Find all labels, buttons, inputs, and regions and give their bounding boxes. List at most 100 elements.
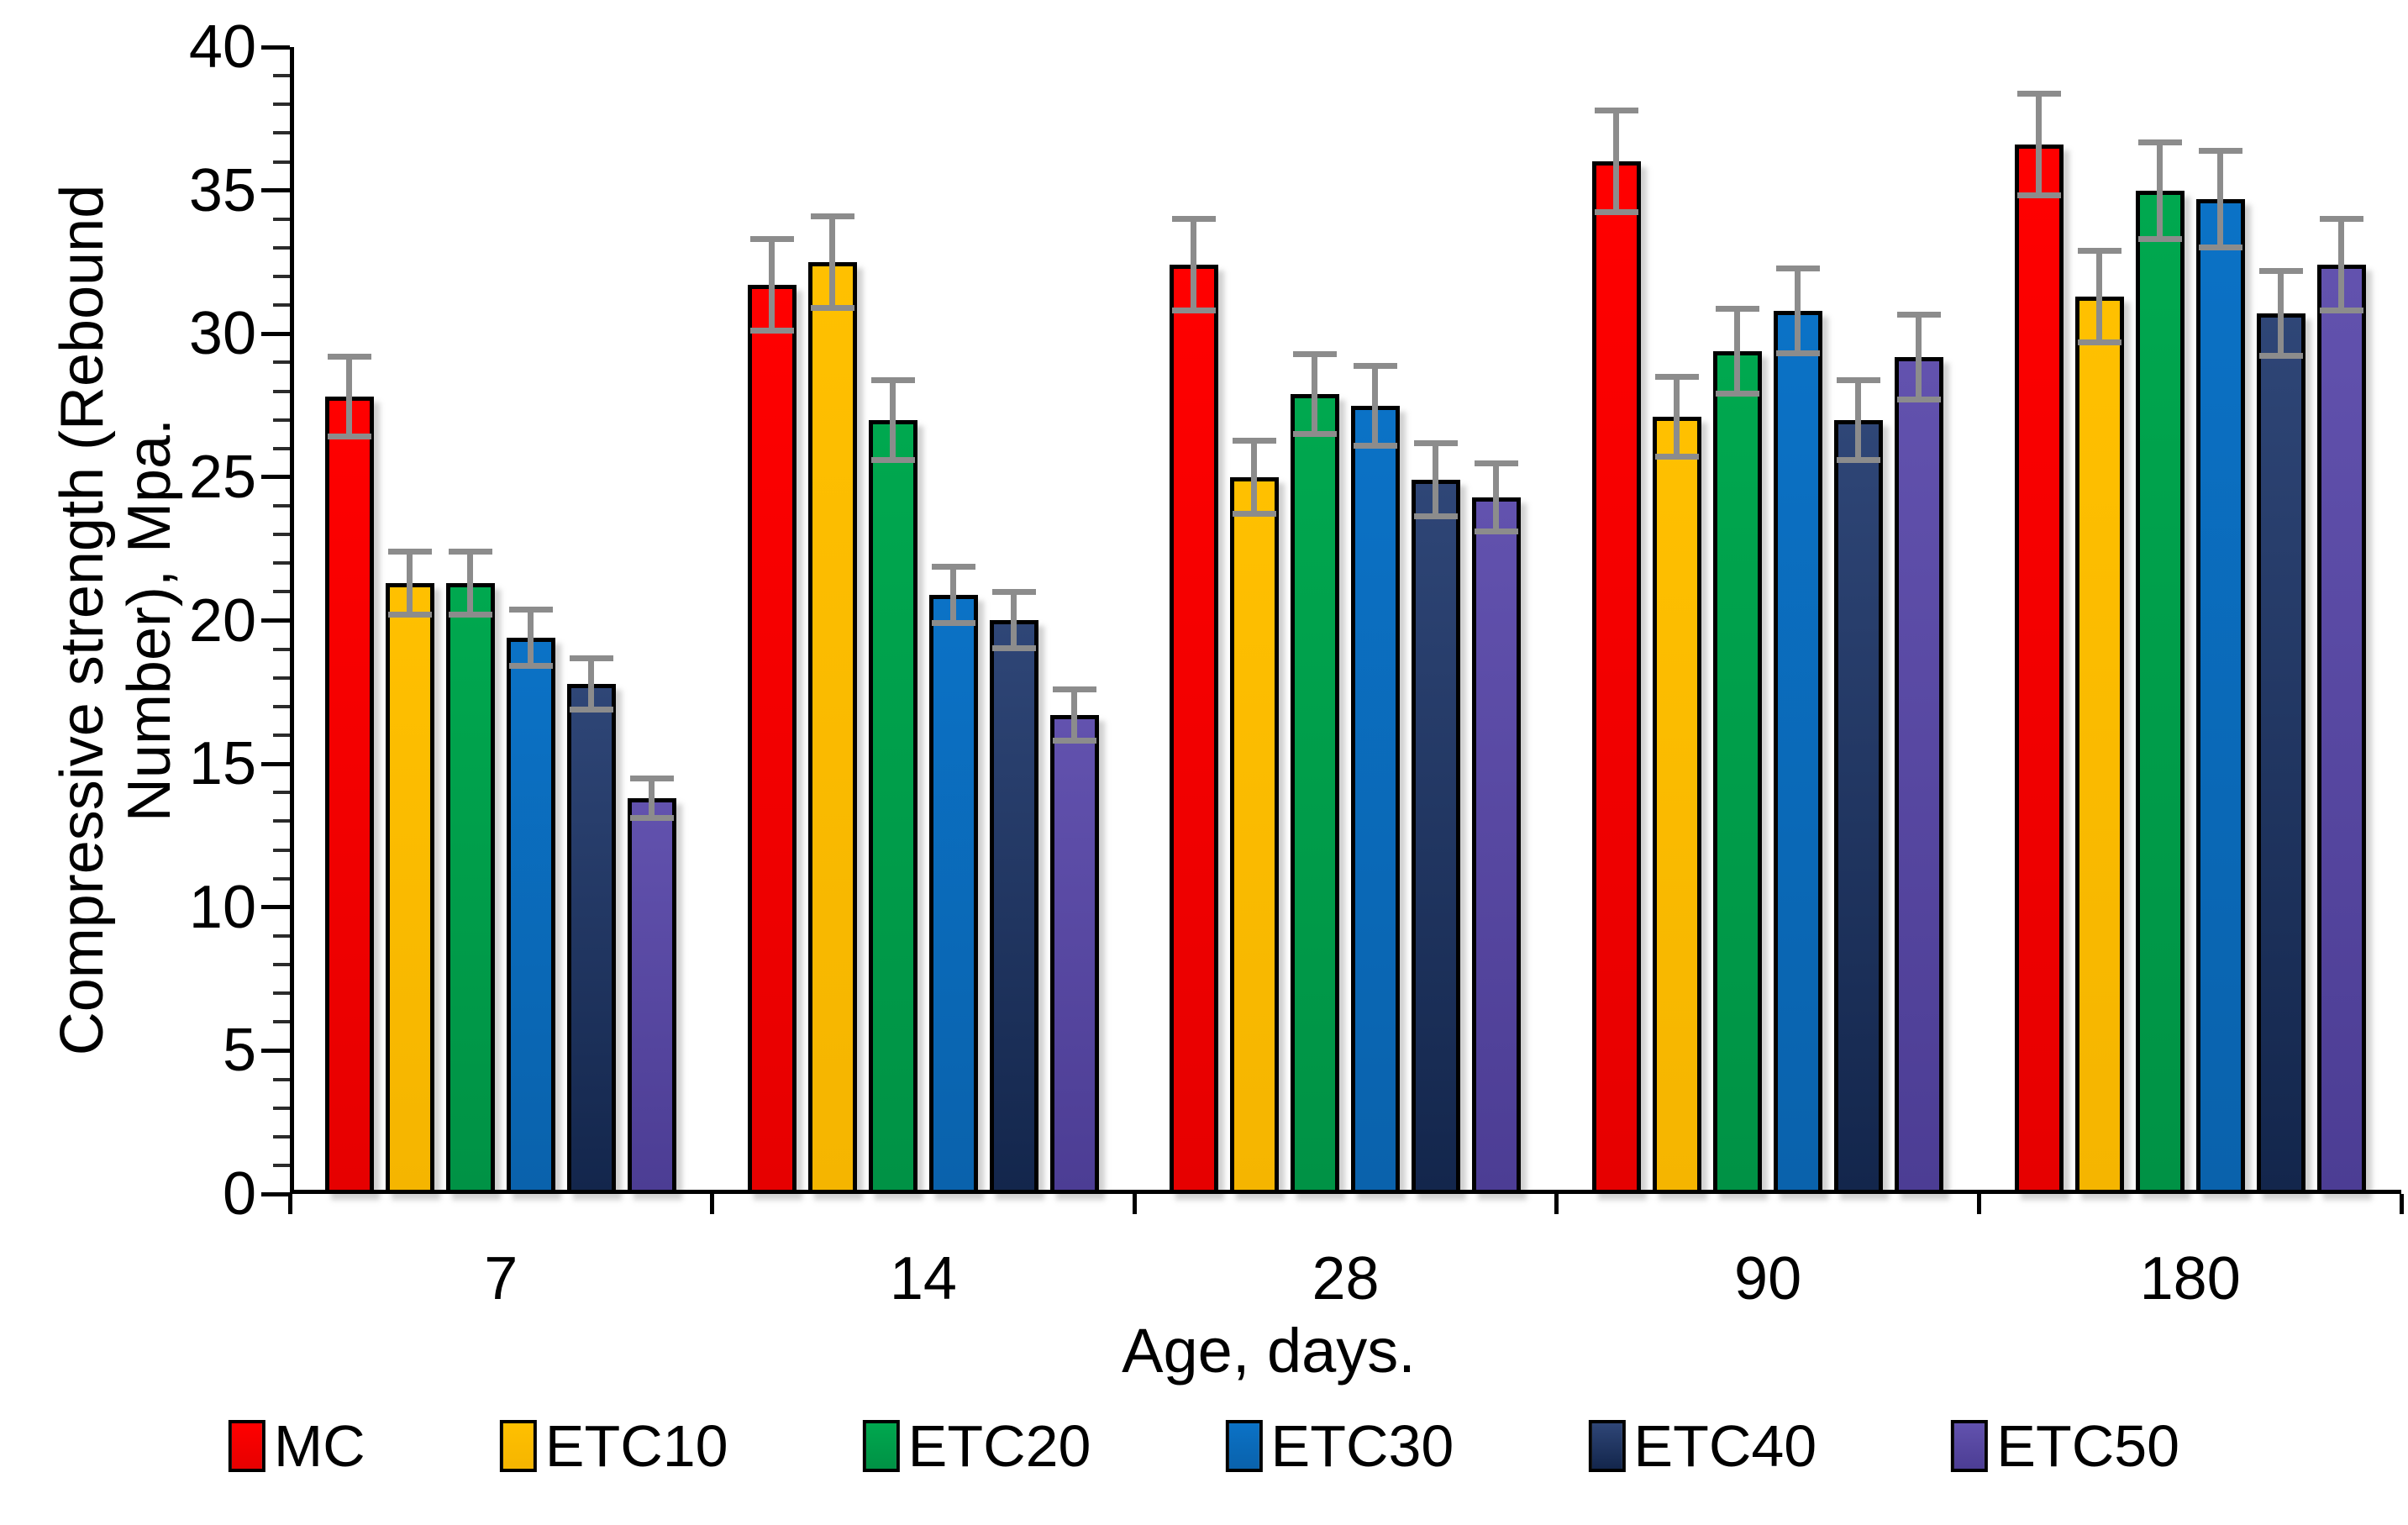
- error-bar-bottom-cap: [1716, 391, 1760, 397]
- bar-wrapper: [928, 564, 978, 1194]
- bar-wrapper: [1170, 216, 1219, 1194]
- y-major-tick: [261, 905, 290, 910]
- y-minor-tick: [273, 160, 290, 164]
- x-category-label: 90: [1734, 1245, 1802, 1312]
- error-bar-line: [1070, 689, 1077, 741]
- error-bar-bottom-cap: [509, 663, 554, 669]
- bar-etc20: [868, 420, 917, 1194]
- bar-etc20: [2135, 191, 2185, 1194]
- bar-etc10: [2074, 297, 2124, 1194]
- plot-area: 0 5 10 15 20 25 30 35 40: [189, 13, 2404, 1228]
- bar-wrapper: [1895, 312, 1944, 1194]
- bar-mc: [1170, 265, 1219, 1194]
- error-bar-line: [828, 216, 835, 308]
- legend-label: ETC20: [907, 1413, 1091, 1479]
- legend-swatch: [1588, 1420, 1626, 1472]
- bar-wrapper: [507, 607, 556, 1194]
- category-group: [1557, 47, 1980, 1194]
- bar-etc50: [1049, 715, 1099, 1194]
- category-group: [290, 47, 712, 1194]
- bar-wrapper: [2014, 91, 2064, 1194]
- error-bar-line: [1734, 308, 1741, 394]
- error-bar-bottom-cap: [2258, 353, 2303, 359]
- error-bar-top-cap: [810, 213, 854, 219]
- y-minor-tick: [273, 1163, 290, 1167]
- bar-wrapper: [747, 236, 797, 1194]
- error-bar-bottom-cap: [1897, 397, 1942, 402]
- bar-wrapper: [2074, 248, 2124, 1194]
- bar-etc40: [1834, 420, 1884, 1194]
- x-axis-labels: 7 14 28 90 180: [290, 1241, 2401, 1317]
- legend-label: ETC10: [544, 1413, 728, 1479]
- y-major-tick: [261, 618, 290, 623]
- error-bar-top-cap: [1716, 306, 1760, 312]
- bar-wrapper: [1412, 440, 1461, 1194]
- bar-etc20: [1291, 394, 1340, 1194]
- y-minor-tick: [273, 217, 290, 221]
- legend-item-etc10: ETC10: [499, 1413, 728, 1479]
- bar-etc40: [989, 620, 1038, 1194]
- bar-mc: [1592, 161, 1642, 1194]
- y-major-tick: [261, 1048, 290, 1053]
- y-minor-tick: [273, 876, 290, 881]
- error-bar-line: [649, 778, 655, 818]
- y-minor-tick: [273, 131, 290, 135]
- legend-item-mc: MC: [228, 1413, 365, 1479]
- bar-wrapper: [1472, 460, 1522, 1194]
- error-bar-top-cap: [1233, 438, 1277, 444]
- legend-swatch: [228, 1420, 266, 1472]
- bar-etc30: [507, 638, 556, 1194]
- y-tick-label: 15: [188, 730, 256, 798]
- error-bar-bottom-cap: [1595, 209, 1639, 215]
- legend-label: ETC40: [1633, 1413, 1817, 1479]
- error-bar-top-cap: [509, 607, 554, 613]
- error-bar-line: [2095, 250, 2102, 343]
- y-minor-tick: [273, 504, 290, 507]
- bar-wrapper: [386, 549, 435, 1194]
- bar-etc50: [2316, 265, 2366, 1194]
- bar-etc20: [1713, 351, 1763, 1194]
- error-bar-top-cap: [1414, 440, 1459, 446]
- y-minor-tick: [273, 848, 290, 852]
- error-bar-bottom-cap: [870, 457, 915, 463]
- error-bar-top-cap: [2198, 148, 2242, 154]
- y-minor-tick: [273, 418, 290, 422]
- bar-wrapper: [1230, 438, 1280, 1194]
- bar-etc30: [928, 595, 978, 1194]
- bar-wrapper: [2135, 139, 2185, 1194]
- error-bar-line: [1251, 440, 1258, 514]
- bar-wrapper: [1592, 108, 1642, 1194]
- bar-etc30: [1351, 406, 1401, 1194]
- y-tick-label: 40: [188, 13, 256, 81]
- bar-wrapper: [1291, 351, 1340, 1194]
- error-bar-bottom-cap: [570, 707, 614, 713]
- legend-swatch: [499, 1420, 537, 1472]
- legend-item-etc50: ETC50: [1951, 1413, 2179, 1479]
- error-bar-line: [1312, 354, 1318, 434]
- legend-item-etc30: ETC30: [1225, 1413, 1454, 1479]
- error-bar-top-cap: [749, 236, 794, 242]
- error-bar-top-cap: [1897, 312, 1942, 318]
- y-minor-tick: [273, 561, 290, 565]
- bar-etc30: [1774, 311, 1823, 1194]
- bar-wrapper: [868, 377, 917, 1194]
- y-major-tick: [261, 188, 290, 193]
- y-minor-tick: [273, 1106, 290, 1110]
- error-bar-top-cap: [1475, 460, 1519, 466]
- error-bar-top-cap: [1172, 216, 1217, 222]
- y-major-tick: [261, 475, 290, 480]
- y-tick-label: 35: [188, 156, 256, 224]
- error-bar-bottom-cap: [1293, 431, 1338, 437]
- legend: MC ETC10 ETC20 ETC30 ETC40 ETC50: [228, 1413, 2179, 1479]
- category-group: [1134, 47, 1557, 1194]
- bar-etc40: [2256, 313, 2305, 1194]
- y-axis-line: [290, 47, 294, 1194]
- bar-mc: [747, 285, 797, 1194]
- y-minor-tick: [273, 533, 290, 537]
- error-bar-line: [528, 609, 534, 666]
- y-tick-label: 20: [188, 586, 256, 655]
- legend-item-etc40: ETC40: [1588, 1413, 1817, 1479]
- x-axis-tick: [1132, 1194, 1137, 1214]
- bar-etc40: [567, 684, 617, 1194]
